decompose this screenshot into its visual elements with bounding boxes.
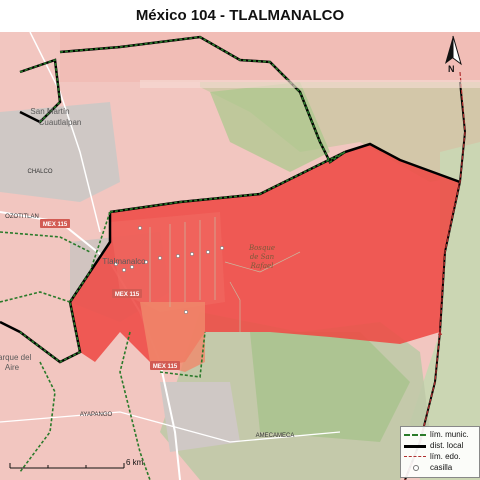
casilla-marker[interactable] bbox=[206, 250, 210, 254]
legend-item-edo: lím. edo. bbox=[401, 451, 479, 462]
dashed-green-line-icon bbox=[404, 434, 426, 436]
place-label-parque-2: Aire bbox=[5, 363, 20, 372]
place-label-tlalmanalco: Tlalmanalco bbox=[102, 257, 146, 266]
forest-area-center bbox=[210, 82, 330, 172]
urban-area-south bbox=[160, 382, 240, 452]
map-svg: San Martín Cuautlalpan CHALCO Tlalmanalc… bbox=[0, 32, 480, 480]
casilla-marker[interactable] bbox=[130, 265, 134, 269]
north-label: N bbox=[448, 64, 455, 74]
map-legend: lím. munic. dist. local lím. edo. casill… bbox=[400, 426, 480, 478]
svg-text:MEX 115: MEX 115 bbox=[153, 364, 178, 370]
map-canvas[interactable]: San Martín Cuautlalpan CHALCO Tlalmanalc… bbox=[0, 32, 480, 480]
legend-item-munic: lím. munic. bbox=[401, 429, 479, 440]
forest-area-east bbox=[410, 142, 480, 480]
svg-text:MEX 115: MEX 115 bbox=[115, 292, 140, 298]
peak-marker bbox=[438, 330, 442, 335]
district-boundary-northwest bbox=[19, 58, 62, 124]
casilla-marker[interactable] bbox=[114, 262, 118, 266]
place-label-amecameca: AMECAMECA bbox=[256, 433, 295, 439]
dashed-red-line-icon bbox=[404, 456, 426, 457]
legend-label: dist. local bbox=[430, 441, 464, 450]
municipal-limits bbox=[0, 36, 346, 480]
place-label-san-martin-1: San Martín bbox=[30, 107, 69, 116]
legend-label: casilla bbox=[430, 463, 453, 472]
casilla-marker[interactable] bbox=[190, 252, 194, 256]
scale-bar-graphic bbox=[9, 463, 125, 469]
scale-label: 6 km bbox=[126, 458, 144, 467]
forest-area-southeast bbox=[250, 332, 410, 442]
road-shield-mex115-c: MEX 115 bbox=[150, 361, 180, 370]
district-boundary-northeast bbox=[344, 142, 461, 184]
casilla-marker[interactable] bbox=[122, 268, 126, 272]
road-south bbox=[0, 411, 341, 443]
legend-label: lím. munic. bbox=[430, 430, 469, 439]
place-label-ayapango: AYAPANGO bbox=[80, 412, 113, 418]
urban-area-san-martin bbox=[0, 102, 120, 202]
district-104-southwest-area bbox=[140, 302, 205, 372]
north-neighbor-area bbox=[60, 32, 480, 82]
map-title: México 104 - TLALMANALCO bbox=[135, 7, 345, 24]
place-label-san-martin-2: Cuautlalpan bbox=[39, 118, 82, 127]
scale-bar: 6 km bbox=[8, 458, 158, 474]
section-lines bbox=[149, 217, 301, 332]
svg-text:MEX 115: MEX 115 bbox=[43, 222, 68, 228]
hillshade-band bbox=[140, 80, 480, 88]
place-label-chalco: CHALCO bbox=[27, 169, 52, 175]
legend-label: lím. edo. bbox=[430, 452, 461, 461]
road-north bbox=[29, 32, 101, 233]
casillas bbox=[114, 226, 224, 314]
north-arrow: N bbox=[436, 34, 470, 82]
casilla-marker[interactable] bbox=[220, 246, 224, 250]
legend-item-casilla: casilla bbox=[401, 462, 479, 473]
place-label-bosque-3: Rafael bbox=[250, 262, 274, 270]
white-circle-icon bbox=[413, 465, 419, 471]
road-shield-mex115-a: MEX 115 bbox=[40, 219, 70, 228]
district-boundary-west bbox=[0, 212, 112, 364]
place-label-parque-1: Parque del bbox=[0, 353, 32, 362]
casilla-marker[interactable] bbox=[144, 260, 148, 264]
casilla-marker[interactable] bbox=[158, 256, 162, 260]
casilla-marker[interactable] bbox=[138, 226, 142, 230]
road-shield-mex115-b: MEX 115 bbox=[112, 289, 142, 298]
casilla-marker[interactable] bbox=[184, 310, 188, 314]
thick-black-line-icon bbox=[404, 445, 426, 448]
place-label-bosque-2: de San bbox=[250, 253, 275, 261]
casilla-marker[interactable] bbox=[176, 254, 180, 258]
district-104-west-area bbox=[110, 212, 225, 312]
place-label-ozotitlan: OZOTITLAN bbox=[5, 214, 39, 220]
north-arrow-icon bbox=[445, 35, 462, 66]
legend-item-local: dist. local bbox=[401, 440, 479, 451]
place-label-bosque-1: Bosque bbox=[248, 244, 275, 252]
